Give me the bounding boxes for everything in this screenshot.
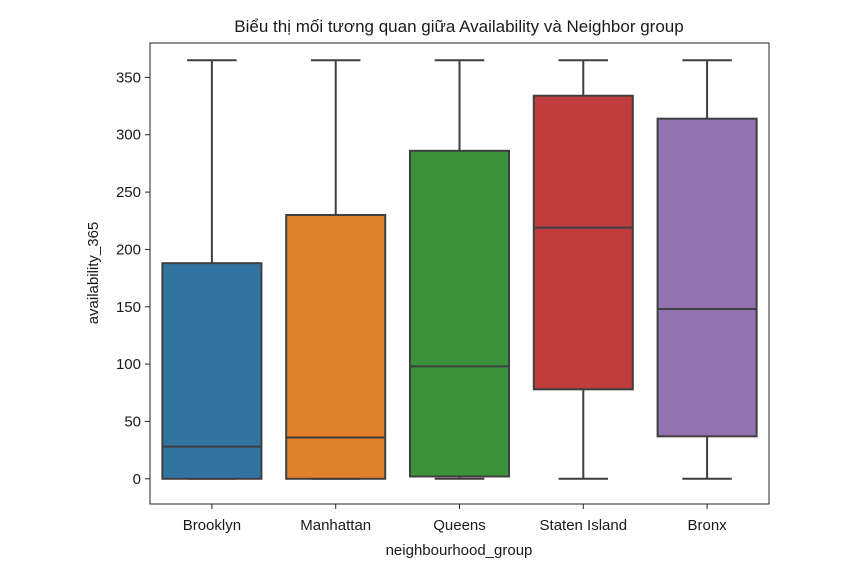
box-staten-island — [532, 59, 634, 480]
box-brooklyn — [161, 59, 263, 480]
y-axis-label: availability_365 — [85, 222, 102, 325]
chart-title: Biểu thị mối tương quan giữa Availabilit… — [234, 17, 683, 36]
y-tick-label: 300 — [116, 127, 141, 144]
x-tick-label: Staten Island — [540, 517, 628, 534]
iqr-box — [532, 94, 634, 391]
x-axis: Brooklyn Manhattan Queens Staten Island Bron… — [183, 504, 727, 534]
iqr-box — [161, 262, 263, 480]
y-tick-label: 250 — [116, 184, 141, 201]
y-tick-label: 100 — [116, 356, 141, 373]
iqr-box — [285, 214, 387, 480]
iqr-box — [408, 149, 511, 478]
box-bronx — [656, 59, 758, 480]
y-tick-label: 150 — [116, 299, 141, 316]
x-tick-label: Brooklyn — [183, 517, 241, 534]
x-tick-label: Queens — [433, 517, 486, 534]
x-tick-label: Bronx — [688, 517, 728, 534]
y-axis: 0 50 100 150 200 250 300 350 — [116, 69, 150, 488]
y-tick-label: 0 — [133, 471, 141, 488]
y-tick-label: 50 — [124, 413, 141, 430]
box-manhattan — [285, 59, 387, 480]
box-queens — [408, 59, 511, 480]
y-tick-label: 350 — [116, 69, 141, 86]
x-tick-label: Manhattan — [300, 517, 371, 534]
iqr-box — [656, 117, 758, 438]
y-tick-label: 200 — [116, 241, 141, 258]
boxes-layer — [161, 59, 758, 480]
x-axis-label: neighbourhood_group — [386, 542, 533, 559]
